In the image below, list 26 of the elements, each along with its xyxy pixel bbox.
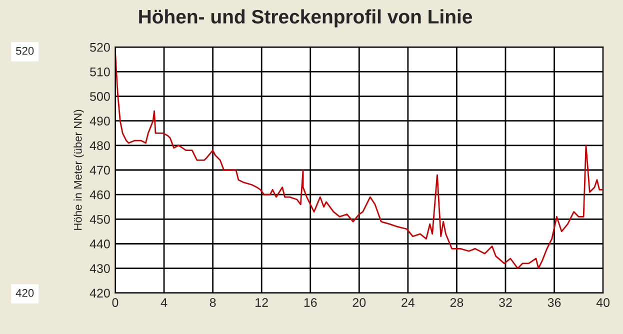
y-tick-label: 470 — [90, 166, 110, 175]
x-tick-label: 8 — [210, 298, 216, 307]
text: 420 — [16, 289, 34, 297]
y-tick-label: 510 — [90, 67, 110, 76]
x-tick-label: 0 — [112, 298, 118, 307]
x-tick-label: 28 — [450, 298, 464, 307]
y-tick-label: 420 — [90, 288, 110, 298]
x-tick-label: 12 — [256, 298, 268, 307]
y-tick-label: 440 — [90, 240, 110, 248]
y-tick-label: 460 — [90, 190, 110, 200]
x-tick-label: 32 — [499, 298, 512, 307]
y-tick-label: 480 — [90, 141, 110, 150]
y-axis-title: Höhe in Meter (über NN) — [74, 110, 84, 230]
x-tick-label: 4 — [160, 298, 168, 307]
x-tick-label: 36 — [548, 298, 561, 307]
x-tick-label: 40 — [596, 298, 610, 307]
y-tick-label: 520 — [90, 42, 110, 52]
chart-title: Höhen- und Streckenprofil von Linie — [139, 9, 472, 28]
y-tick-label: 500 — [90, 92, 110, 101]
x-tick-label: 20 — [352, 298, 366, 307]
x-tick-label: 16 — [304, 298, 317, 307]
x-tick-label: 24 — [402, 298, 415, 307]
y-tick-label: 430 — [90, 264, 110, 273]
text: 520 — [16, 46, 34, 55]
y-tick-label: 490 — [90, 116, 110, 126]
y-tick-label: 450 — [90, 214, 110, 224]
